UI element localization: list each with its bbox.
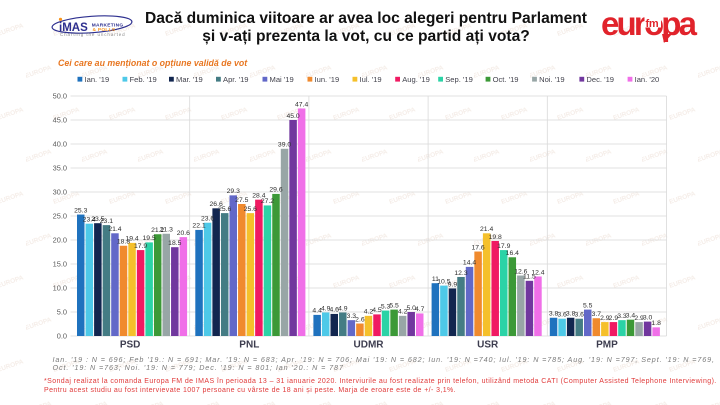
svg-text:4.2: 4.2: [398, 309, 408, 316]
svg-text:Aug. '19: Aug. '19: [402, 75, 430, 84]
svg-text:23.6: 23.6: [201, 216, 214, 223]
svg-text:30.0: 30.0: [53, 187, 67, 196]
svg-text:17.9: 17.9: [134, 243, 147, 250]
svg-text:18.5: 18.5: [168, 240, 181, 247]
svg-text:Sep. '19: Sep. '19: [445, 75, 473, 84]
svg-text:4.4: 4.4: [312, 308, 322, 315]
svg-text:22.1: 22.1: [192, 223, 205, 230]
svg-text:12.4: 12.4: [531, 269, 544, 276]
svg-text:27.5: 27.5: [235, 197, 248, 204]
svg-text:3.7: 3.7: [592, 311, 602, 318]
svg-text:50.0: 50.0: [53, 91, 67, 100]
svg-text:Mar. '19: Mar. '19: [176, 75, 203, 84]
svg-text:25.6: 25.6: [218, 206, 231, 213]
svg-text:MARKETING: MARKETING: [92, 23, 124, 29]
svg-text:2.9: 2.9: [600, 315, 610, 322]
svg-text:5.5: 5.5: [583, 302, 593, 309]
svg-text:Ian. '20: Ian. '20: [635, 75, 660, 84]
svg-text:35.0: 35.0: [53, 163, 67, 172]
svg-text:Feb. '19: Feb. '19: [130, 75, 157, 84]
svg-text:Iun. '19: Iun. '19: [315, 75, 340, 84]
svg-text:iMAS: iMAS: [59, 22, 88, 34]
svg-text:3.4: 3.4: [626, 312, 636, 319]
svg-text:45.0: 45.0: [286, 113, 299, 120]
svg-text:12.6: 12.6: [514, 268, 527, 275]
svg-text:29.3: 29.3: [227, 188, 240, 195]
svg-text:2.9: 2.9: [634, 315, 644, 322]
svg-text:17.6: 17.6: [471, 244, 484, 251]
svg-text:1.8: 1.8: [651, 320, 661, 327]
svg-text:19.5: 19.5: [143, 235, 156, 242]
svg-text:27.2: 27.2: [261, 198, 274, 205]
svg-text:Ian. '19: Ian. '19: [85, 75, 110, 84]
svg-text:4.6: 4.6: [330, 307, 340, 314]
svg-text:Noi. '19: Noi. '19: [539, 75, 565, 84]
svg-text:19.4: 19.4: [125, 236, 138, 243]
svg-text:fm: fm: [646, 18, 659, 30]
svg-text:20.0: 20.0: [53, 235, 67, 244]
svg-text:Dec. '19: Dec. '19: [586, 75, 614, 84]
svg-text:40.0: 40.0: [53, 139, 67, 148]
svg-text:16.4: 16.4: [506, 250, 519, 257]
svg-text:21.3: 21.3: [160, 227, 173, 234]
svg-text:11: 11: [432, 276, 439, 283]
svg-text:Apr. '19: Apr. '19: [223, 75, 249, 84]
svg-text:2.6: 2.6: [355, 316, 365, 323]
svg-text:9.9: 9.9: [448, 281, 458, 288]
svg-text:21.4: 21.4: [108, 226, 121, 233]
svg-text:3.8: 3.8: [549, 311, 559, 318]
svg-text:3.6: 3.6: [574, 312, 584, 319]
svg-text:10.0: 10.0: [53, 283, 67, 292]
svg-text:29.6: 29.6: [269, 187, 282, 194]
svg-text:4.2: 4.2: [364, 309, 374, 316]
svg-text:0.0: 0.0: [57, 331, 67, 340]
svg-text:21.2: 21.2: [151, 227, 164, 234]
svg-text:5.5: 5.5: [389, 302, 399, 309]
svg-text:28.4: 28.4: [252, 192, 265, 199]
svg-text:3.6: 3.6: [557, 312, 567, 319]
svg-text:& POLLS: & POLLS: [93, 27, 116, 33]
svg-text:45.0: 45.0: [53, 115, 67, 124]
svg-text:USR: USR: [477, 340, 499, 351]
svg-text:Mai '19: Mai '19: [270, 75, 294, 84]
svg-text:4.5: 4.5: [372, 307, 382, 314]
svg-text:PMP: PMP: [596, 340, 618, 351]
svg-text:3.8: 3.8: [566, 311, 576, 318]
svg-text:39.0: 39.0: [278, 142, 291, 149]
svg-text:15.0: 15.0: [53, 259, 67, 268]
svg-text:PSD: PSD: [120, 340, 141, 351]
svg-text:10.5: 10.5: [437, 278, 450, 285]
svg-text:14.4: 14.4: [463, 260, 476, 267]
svg-text:25.0: 25.0: [53, 211, 67, 220]
svg-text:18.8: 18.8: [117, 239, 130, 246]
svg-text:3.3: 3.3: [617, 313, 627, 320]
svg-text:21.4: 21.4: [480, 226, 493, 233]
svg-text:4.9: 4.9: [321, 305, 331, 312]
svg-text:19.8: 19.8: [489, 234, 502, 241]
svg-text:12.3: 12.3: [454, 270, 467, 277]
svg-text:Iul. '19: Iul. '19: [360, 75, 382, 84]
svg-text:25.3: 25.3: [74, 207, 87, 214]
svg-text:5.0: 5.0: [406, 305, 416, 312]
svg-text:4.9: 4.9: [338, 305, 348, 312]
svg-text:17.9: 17.9: [497, 243, 510, 250]
svg-text:25.6: 25.6: [244, 206, 257, 213]
svg-text:Oct. '19: Oct. '19: [493, 75, 519, 84]
svg-text:23.4: 23.4: [83, 216, 96, 223]
svg-text:11.5: 11.5: [523, 274, 536, 281]
svg-text:5.3: 5.3: [381, 303, 391, 310]
svg-text:20.6: 20.6: [177, 230, 190, 237]
svg-text:UDMR: UDMR: [354, 340, 385, 351]
svg-text:23.1: 23.1: [100, 218, 113, 225]
svg-text:47.4: 47.4: [295, 101, 308, 108]
svg-text:3.0: 3.0: [643, 314, 653, 321]
svg-text:Charting the uncharted: Charting the uncharted: [60, 32, 126, 37]
svg-text:2.9: 2.9: [609, 315, 619, 322]
svg-text:4.7: 4.7: [415, 306, 425, 313]
svg-text:5.0: 5.0: [57, 307, 67, 316]
svg-text:PNL: PNL: [239, 340, 259, 351]
svg-text:23.5: 23.5: [91, 216, 104, 223]
svg-text:3.3: 3.3: [347, 313, 357, 320]
svg-text:26.6: 26.6: [210, 201, 223, 208]
